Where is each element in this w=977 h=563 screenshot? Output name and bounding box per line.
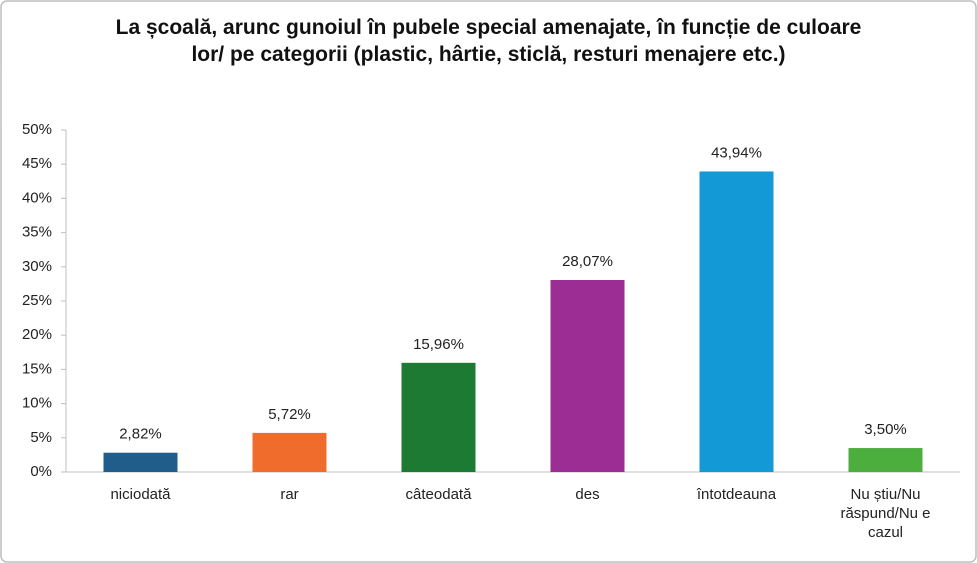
y-tick-label: 45% (22, 155, 52, 172)
y-tick-label: 10% (22, 395, 52, 412)
bar (401, 362, 476, 472)
y-tick-label: 0% (30, 463, 52, 480)
y-tick-label: 25% (22, 292, 52, 309)
bar (848, 448, 923, 472)
x-tick-label: întotdeauna (696, 486, 777, 503)
y-tick-label: 50% (22, 121, 52, 138)
y-tick-label: 35% (22, 224, 52, 241)
y-tick-label: 40% (22, 189, 52, 206)
value-label: 3,50% (864, 421, 907, 438)
value-label: 5,72% (268, 406, 311, 423)
x-tick-label: niciodată (110, 486, 171, 503)
x-tick-label: des (575, 486, 600, 503)
chart-title: La școală, arunc gunoiul în pubele speci… (115, 16, 862, 66)
y-tick-label: 30% (22, 258, 52, 275)
value-label: 15,96% (413, 336, 464, 353)
bar (699, 171, 774, 473)
x-tick-label: câteodată (405, 486, 472, 503)
bar (550, 280, 625, 472)
y-tick-label: 15% (22, 360, 52, 377)
x-tick-label: rar (280, 486, 299, 503)
value-label: 28,07% (562, 253, 613, 270)
y-tick-label: 5% (30, 429, 52, 446)
bar (103, 452, 178, 472)
value-label: 43,94% (711, 144, 762, 161)
y-tick-label: 20% (22, 326, 52, 343)
x-tick-label: Nu știu/Nu răspund/Nu e cazul (840, 486, 931, 541)
bar (252, 432, 327, 472)
value-label: 2,82% (119, 426, 162, 443)
